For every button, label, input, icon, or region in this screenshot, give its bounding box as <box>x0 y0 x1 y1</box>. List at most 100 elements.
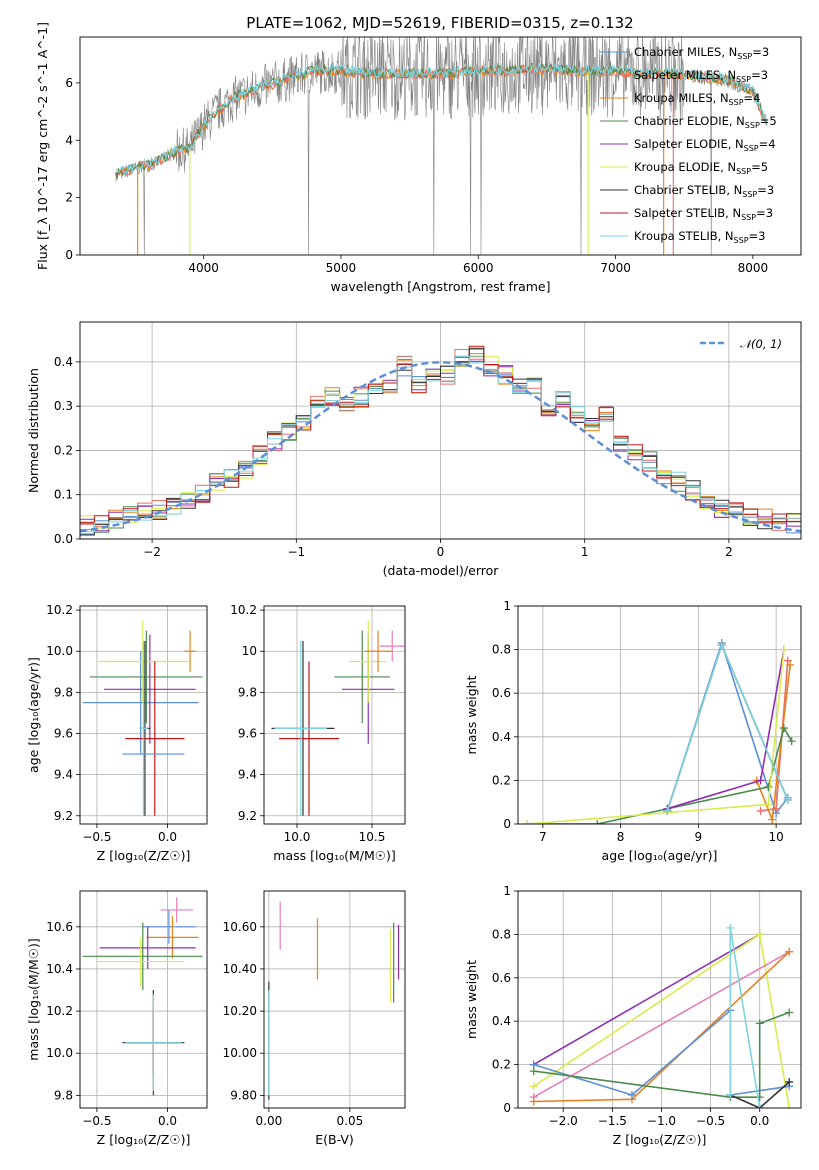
y-tick-label: 0.6 <box>492 971 511 985</box>
marker-kroupa-elodie <box>529 1082 538 1091</box>
y-tick-label: 10.2 <box>46 603 73 617</box>
x-axis-label: Z [log₁₀(Z/Z☉)] <box>97 848 191 863</box>
y-tick-label: 0.2 <box>492 1058 511 1072</box>
x-axis-label: wavelength [Angstrom, rest frame] <box>330 279 550 294</box>
plot-area <box>271 620 405 816</box>
y-tick-label: 10.0 <box>46 644 73 658</box>
y-axis-label: mass weight <box>464 675 479 754</box>
histogram-salpeter-stelib <box>80 345 801 524</box>
y-tick-label: 0.1 <box>54 488 73 502</box>
y-tick-label: 0.8 <box>492 643 511 657</box>
x-tick-label: 4000 <box>188 261 219 275</box>
axes-frame <box>79 605 208 825</box>
model-chabrier-elodie <box>115 62 768 179</box>
marker-kroupa-elodie <box>755 930 764 939</box>
marker-kroupa-elodie <box>764 800 773 809</box>
plot-area <box>80 345 801 536</box>
marker-chabrier-elodie <box>529 1067 538 1076</box>
legend-label: Salpeter MILES, NSSP=3 <box>634 68 768 84</box>
marker-kroupa-miles <box>529 1097 538 1106</box>
y-tick-label: 0.4 <box>492 1014 511 1028</box>
marker-chabrier-elodie <box>787 737 796 746</box>
marker-chabrier-elodie <box>785 1008 794 1017</box>
y-axis-label: age [log₁₀(age/yr)] <box>26 657 41 773</box>
x-axis-label: E(B-V) <box>315 1132 354 1147</box>
line-chabrier-stelib <box>729 1081 790 1108</box>
legend-label: Chabrier MILES, NSSP=3 <box>634 45 769 61</box>
line-pink <box>533 951 790 1098</box>
y-tick-label: 9.6 <box>238 727 257 741</box>
y-tick-label: 10.6 <box>46 920 73 934</box>
x-tick-label: 0.0 <box>158 830 177 844</box>
y-tick-label: 6 <box>65 76 73 90</box>
legend-label: 𝒩(0, 1) <box>740 337 782 351</box>
legend: Chabrier MILES, NSSP=3 Salpeter MILES, NS… <box>600 45 777 245</box>
line-salpeter-elodie <box>533 933 761 1066</box>
y-tick-label: 0.4 <box>54 355 73 369</box>
y-tick-label: 0.2 <box>54 443 73 457</box>
x-tick-label: −2.0 <box>549 1114 578 1128</box>
x-tick-label: 10 <box>768 830 783 844</box>
y-tick-label: 10.60 <box>223 920 257 934</box>
marker-kroupa-elodie <box>779 645 788 654</box>
axes-frame <box>79 321 802 540</box>
axes-frame <box>79 890 208 1109</box>
x-tick-label: 0.0 <box>158 1114 177 1128</box>
panel-weight-vs-Z: −2.0 −1.5 −1.0 −0.5 0.0 0 0.2 0.4 0.6 0.8 1 Z [log₁… <box>464 884 802 1147</box>
y-axis-label: mass [log₁₀(M/M☉)] <box>26 938 41 1060</box>
panel-residuals: −2 −1 0 1 2 0.0 0.1 0.2 0.3 0.4 (data-model)/error… <box>26 321 802 578</box>
x-tick-label: 8000 <box>738 261 769 275</box>
marker-kroupa-stelib <box>663 806 672 815</box>
marker-kroupa-miles <box>768 815 777 824</box>
histogram-chabrier-stelib <box>80 347 801 536</box>
plot-area <box>115 37 768 255</box>
plot-area <box>82 620 203 816</box>
y-tick-label: 10.20 <box>223 1004 257 1018</box>
y-tick-label: 0.2 <box>492 773 511 787</box>
y-axis-label: Normed distribution <box>26 368 41 493</box>
y-tick-label: 0 <box>503 1101 511 1115</box>
x-tick-label: 7000 <box>600 261 631 275</box>
x-tick-label: 10.5 <box>359 830 386 844</box>
axes-frame <box>517 605 802 825</box>
plot-area <box>82 897 203 1096</box>
panel-weight-vs-age: 7 8 9 10 0 0.2 0.4 0.6 0.8 1 age [log₁₀(age/yr)] ma… <box>464 599 802 863</box>
y-tick-label: 10.2 <box>230 603 257 617</box>
legend-label: Salpeter ELODIE, NSSP=4 <box>634 137 776 153</box>
panel-mass-vs-EBV: 0.00 0.05 9.80 10.00 10.20 10.40 10.60 E(B-V) <box>223 890 406 1147</box>
marker-kroupa-stelib <box>726 923 735 932</box>
marker-kroupa-stelib <box>755 1104 764 1108</box>
y-tick-label: 0.0 <box>54 532 73 546</box>
x-tick-label: −0.5 <box>82 1114 111 1128</box>
plot-area <box>523 639 796 824</box>
legend-label: Kroupa ELODIE, NSSP=5 <box>634 160 768 176</box>
y-tick-label: 10 <box>242 644 257 658</box>
x-tick-label: −0.5 <box>82 830 111 844</box>
marker-chabrier-elodie <box>593 820 602 824</box>
y-tick-label: 10.2 <box>46 1004 73 1018</box>
x-tick-label: 6000 <box>463 261 494 275</box>
x-tick-label: 2 <box>725 545 733 559</box>
line-kroupa-stelib <box>729 927 761 1108</box>
x-axis-label: Z [log₁₀(Z/Z☉)] <box>613 1132 707 1147</box>
x-axis-label: (data-model)/error <box>383 563 500 578</box>
axes-frame <box>263 605 406 825</box>
marker-kroupa-miles <box>786 660 795 669</box>
marker-kroupa-elodie <box>523 820 532 824</box>
x-tick-label: 8 <box>617 830 625 844</box>
y-tick-label: 1 <box>503 599 511 613</box>
y-tick-label: 10.40 <box>223 962 257 976</box>
x-axis-label: Z [log₁₀(Z/Z☉)] <box>97 1132 191 1147</box>
x-tick-label: −2 <box>143 545 161 559</box>
axes-frame <box>263 890 406 1109</box>
normal-curve <box>80 361 801 533</box>
marker-kroupa-stelib <box>717 641 726 650</box>
y-tick-label: 2 <box>65 191 73 205</box>
marker-chabrier-miles <box>627 1090 636 1099</box>
x-tick-label: 9 <box>695 830 703 844</box>
legend-label: Kroupa MILES, NSSP=4 <box>634 91 760 107</box>
y-tick-label: 9.80 <box>230 1088 257 1102</box>
y-tick-label: 10.00 <box>223 1046 257 1060</box>
marker-chabrier-elodie <box>755 1093 764 1102</box>
